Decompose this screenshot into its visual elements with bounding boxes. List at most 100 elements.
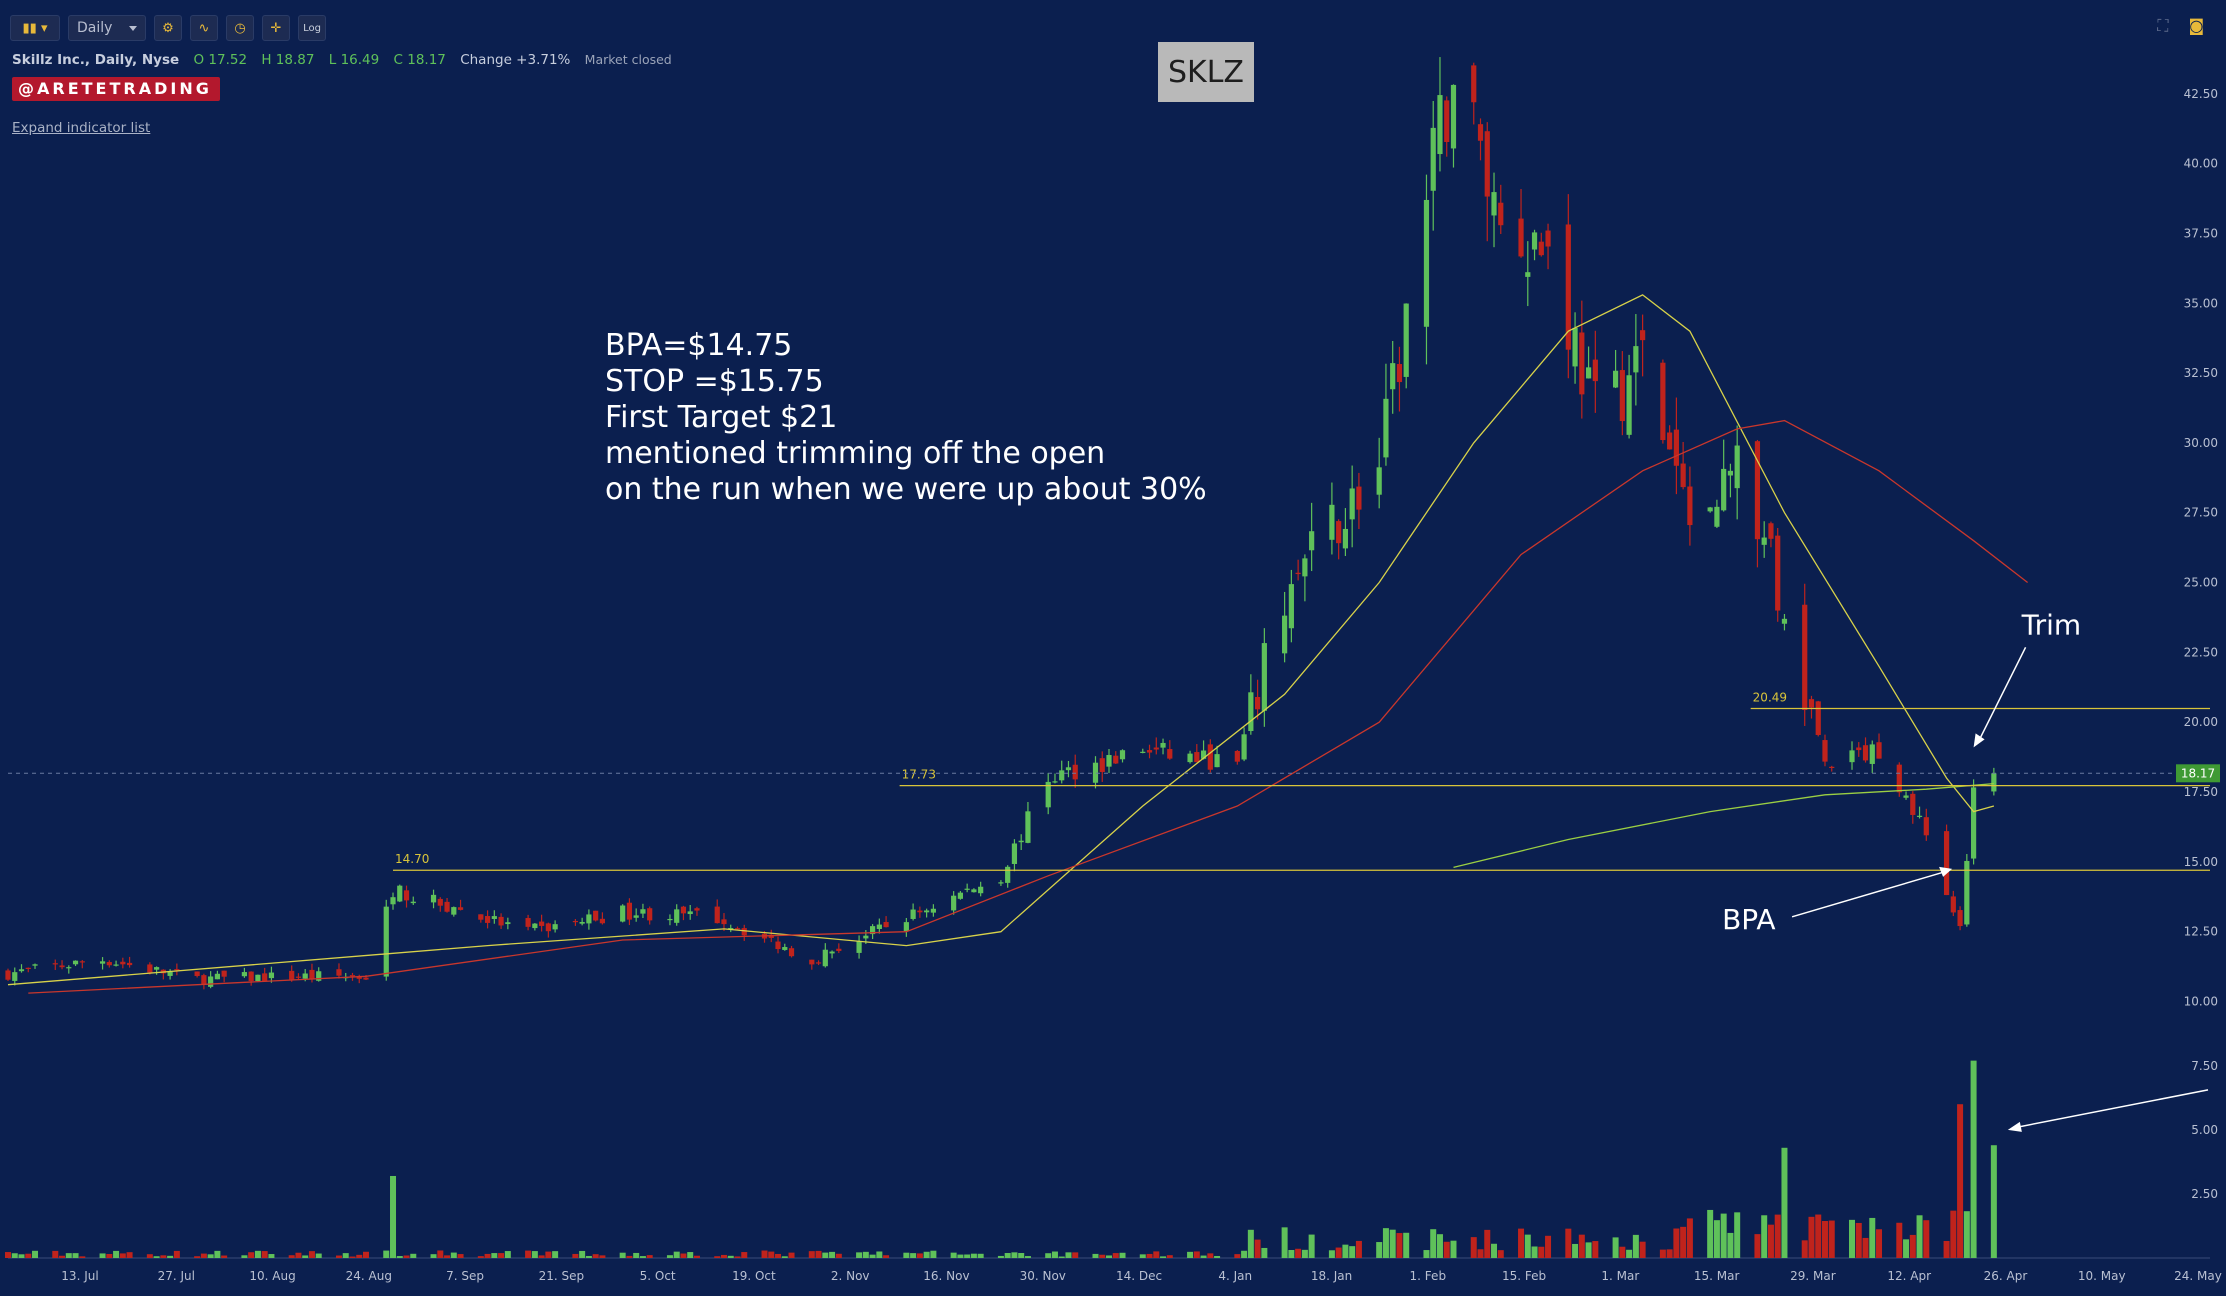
time-button[interactable]: ◷ <box>226 15 254 41</box>
candle <box>1396 364 1403 383</box>
volume-bar <box>1328 1250 1335 1258</box>
candle <box>1349 488 1355 520</box>
candle <box>728 927 734 930</box>
indicators-button[interactable]: ∿ <box>190 15 218 41</box>
candle <box>194 971 200 976</box>
candle <box>599 918 606 924</box>
volume-bar <box>295 1252 302 1258</box>
candle <box>539 921 545 926</box>
price-tick-label: 37.50 <box>2184 226 2218 240</box>
candle <box>1403 303 1409 377</box>
bpa-arrow <box>1791 870 1949 918</box>
candle <box>1498 202 1504 226</box>
settings-button[interactable]: ⚙ <box>154 15 182 41</box>
volume-bar <box>957 1254 964 1258</box>
x-tick-label: 18. Jan <box>1311 1269 1352 1283</box>
volume-bar <box>1295 1248 1302 1258</box>
price-tick-label: 10.00 <box>2184 994 2218 1008</box>
volume-bar <box>126 1252 133 1258</box>
volume-bar <box>1767 1224 1774 1258</box>
candle <box>883 922 889 928</box>
volume-bar <box>693 1255 700 1258</box>
volume-bar <box>531 1251 538 1258</box>
volume-bar <box>383 1250 390 1258</box>
volume-bar <box>1018 1253 1025 1258</box>
volume-bar <box>1957 1104 1964 1258</box>
crosshair-button[interactable]: ✛ <box>262 15 290 41</box>
high-value: H 18.87 <box>261 52 315 68</box>
volume-bar <box>113 1250 120 1258</box>
price-tick-label: 15.00 <box>2184 855 2218 869</box>
candle <box>876 924 882 929</box>
candle <box>262 973 268 982</box>
corner-controls: ⛶ ◙ <box>2157 16 2204 36</box>
candle <box>1309 531 1315 551</box>
candle <box>1437 95 1443 155</box>
candle <box>1903 795 1909 798</box>
volume-bar <box>1916 1215 1923 1258</box>
volume-bar <box>977 1253 984 1258</box>
fullscreen-icon[interactable]: ⛶ <box>2157 16 2169 35</box>
candle <box>957 892 963 899</box>
candle <box>1113 755 1119 764</box>
volume-bar <box>1659 1249 1666 1258</box>
price-tick-label: 17.50 <box>2184 785 2218 799</box>
volume-bar <box>714 1256 721 1258</box>
change-value: Change +3.71% <box>460 52 571 68</box>
volume-bar <box>815 1250 822 1258</box>
volume-bar <box>1207 1253 1214 1258</box>
volume-bar <box>1639 1241 1646 1258</box>
camera-icon[interactable]: ◙ <box>2188 16 2204 35</box>
expand-indicator-link[interactable]: Expand indicator list <box>12 120 151 136</box>
chart-type-button[interactable]: ▮▮ ▾ <box>10 15 60 41</box>
volume-bar <box>997 1255 1004 1258</box>
volume-bar <box>1099 1254 1106 1258</box>
level-label: 20.49 <box>1753 691 1787 705</box>
volume-bar <box>1423 1250 1430 1258</box>
moving-average-line <box>7 294 1995 986</box>
candle <box>498 916 504 926</box>
candle <box>25 967 31 969</box>
volume-bar <box>1349 1246 1356 1258</box>
candle <box>174 969 180 971</box>
candle <box>410 901 416 904</box>
volume-arrowhead <box>2007 1121 2022 1132</box>
open-value: O 17.52 <box>193 52 248 68</box>
candle <box>680 906 687 914</box>
watermark-badge: @ARETETRADING <box>12 77 220 101</box>
candle <box>390 897 396 905</box>
volume-bar <box>552 1251 559 1258</box>
candle <box>1768 523 1774 539</box>
low-value: L 16.49 <box>328 52 380 68</box>
candlestick-bars-icon: ▮▮ ▾ <box>22 20 48 36</box>
volume-bar <box>950 1252 957 1258</box>
level-label: 17.73 <box>902 768 936 782</box>
candle <box>1640 330 1646 341</box>
candle <box>1302 558 1308 577</box>
volume-bar <box>32 1250 39 1258</box>
candle <box>1626 375 1632 435</box>
volume-bar <box>599 1255 606 1258</box>
volume-bar <box>362 1251 369 1258</box>
volume-bar <box>390 1175 397 1258</box>
interval-select[interactable]: Daily <box>68 15 146 41</box>
x-tick-label: 14. Dec <box>1116 1269 1162 1283</box>
market-status: Market closed <box>584 52 672 67</box>
bpa-arrowhead <box>1939 866 1953 877</box>
candle <box>1862 745 1869 761</box>
volume-bar <box>1869 1217 1876 1258</box>
volume-bar <box>964 1254 971 1258</box>
candle <box>1808 699 1815 708</box>
volume-bar <box>11 1253 18 1258</box>
volume-bar <box>1308 1234 1315 1258</box>
volume-bar <box>1403 1232 1410 1258</box>
volume-bar <box>862 1251 869 1258</box>
volume-bar <box>1261 1247 1268 1258</box>
candle <box>1005 866 1011 883</box>
volume-bar <box>1146 1253 1153 1258</box>
log-scale-button[interactable]: Log <box>298 15 326 41</box>
candle <box>32 964 38 966</box>
candle <box>126 962 133 966</box>
candle <box>1545 230 1551 247</box>
